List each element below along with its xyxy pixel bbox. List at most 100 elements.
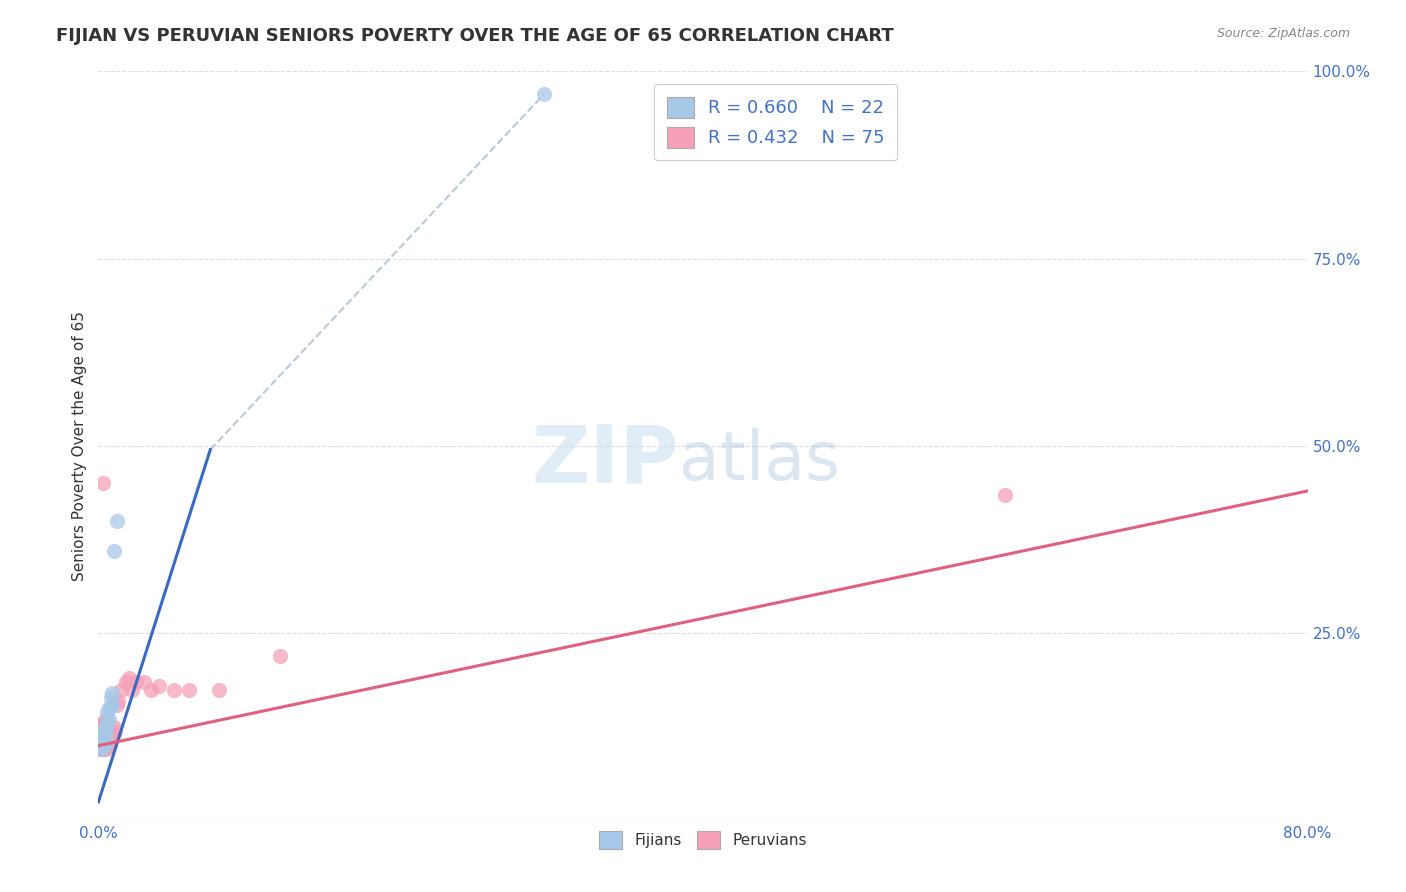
Point (93, 720, 115, 734)
Point (93, 735, 115, 749)
Point (163, 682, 186, 697)
Point (93, 716, 115, 731)
Point (101, 698, 124, 712)
Point (100, 690, 122, 704)
Point (90, 735, 112, 749)
Point (105, 698, 128, 712)
Point (91, 720, 114, 734)
Point (90, 731, 112, 746)
Point (100, 731, 122, 746)
Point (93, 739, 115, 753)
Point (96, 739, 118, 753)
Point (91, 730, 114, 744)
Point (107, 694, 129, 708)
Point (94, 716, 117, 731)
Point (90, 740, 112, 755)
Point (90, 732, 112, 747)
Point (125, 675, 148, 690)
Y-axis label: Seniors Poverty Over the Age of 65: Seniors Poverty Over the Age of 65 (72, 311, 87, 581)
Text: atlas: atlas (679, 428, 839, 494)
Point (148, 679, 170, 693)
Point (94, 740, 117, 755)
Point (96, 705, 118, 719)
Point (101, 727, 124, 741)
Point (98, 701, 121, 715)
Point (94, 742, 117, 756)
Point (89, 740, 111, 755)
Point (90, 735, 112, 749)
Point (91, 723, 114, 738)
Text: Source: ZipAtlas.com: Source: ZipAtlas.com (1216, 27, 1350, 40)
Point (269, 648, 291, 663)
Point (93, 731, 115, 746)
Text: FIJIAN VS PERUVIAN SENIORS POVERTY OVER THE AGE OF 65 CORRELATION CHART: FIJIAN VS PERUVIAN SENIORS POVERTY OVER … (56, 27, 894, 45)
Point (94, 713, 117, 727)
Point (93, 739, 115, 753)
Point (98, 735, 121, 749)
Point (89, 732, 111, 747)
Point (103, 544, 125, 558)
Point (91, 725, 114, 739)
Point (90, 729, 112, 743)
Point (89, 730, 111, 744)
Point (100, 698, 122, 712)
Point (94, 727, 117, 741)
Point (94, 720, 117, 734)
Point (93, 723, 115, 738)
Legend: Fijians, Peruvians: Fijians, Peruvians (591, 822, 815, 858)
Point (93, 742, 115, 756)
Text: ZIP: ZIP (531, 422, 679, 500)
Point (91, 739, 114, 753)
Point (994, 488, 1017, 502)
Point (121, 682, 143, 697)
Point (91, 727, 114, 741)
Point (110, 682, 132, 697)
Point (90, 725, 112, 739)
Point (90, 727, 112, 741)
Point (96, 731, 118, 746)
Point (89, 735, 111, 749)
Point (94, 723, 117, 738)
Point (208, 682, 231, 697)
Point (89, 737, 111, 751)
Point (98, 727, 121, 741)
Point (90, 739, 112, 753)
Point (91, 742, 114, 756)
Point (90, 742, 112, 756)
Point (89, 742, 111, 756)
Point (141, 682, 163, 697)
Point (94, 739, 117, 753)
Point (104, 723, 127, 738)
Point (94, 735, 117, 749)
Point (90, 742, 112, 756)
Point (132, 675, 155, 690)
Point (101, 686, 124, 700)
Point (103, 727, 125, 741)
Point (533, 87, 555, 101)
Point (93, 727, 115, 741)
Point (93, 735, 115, 749)
Point (91, 734, 114, 748)
Point (96, 723, 118, 738)
Point (93, 727, 115, 741)
Point (91, 716, 114, 731)
Point (94, 727, 117, 741)
Point (91, 731, 114, 746)
Point (118, 671, 141, 685)
Point (94, 720, 117, 734)
Point (114, 675, 136, 690)
Point (90, 737, 112, 751)
Point (96, 716, 118, 731)
Point (91, 476, 114, 491)
Point (91, 727, 114, 741)
Point (91, 736, 114, 750)
Point (94, 735, 117, 749)
Point (98, 720, 121, 734)
Point (94, 731, 117, 746)
Point (89, 739, 111, 753)
Point (100, 723, 122, 738)
Point (98, 713, 121, 727)
Point (91, 740, 114, 755)
Point (91, 723, 114, 738)
Point (179, 682, 201, 697)
